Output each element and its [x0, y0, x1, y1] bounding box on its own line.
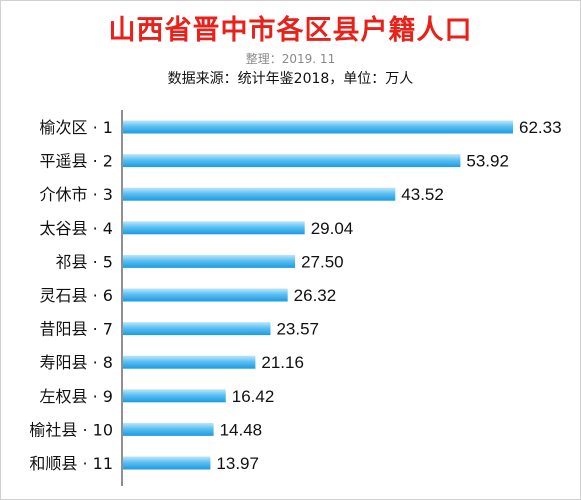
value-label: 23.57	[276, 320, 319, 339]
category-label: 介休市 · 3	[40, 185, 113, 204]
category-label: 平遥县 · 2	[40, 152, 113, 171]
bar	[123, 456, 211, 470]
category-label: 祁县 · 5	[56, 252, 113, 271]
bar	[123, 288, 288, 302]
value-label: 29.04	[311, 219, 354, 238]
chart-compiled-date: 整理：2019. 11	[245, 52, 336, 66]
bar	[123, 355, 256, 369]
bar	[123, 120, 513, 134]
value-label: 16.42	[232, 387, 275, 406]
value-label: 27.50	[301, 252, 344, 271]
category-label: 榆次区 · 1	[40, 118, 113, 137]
bar	[123, 322, 271, 336]
value-label: 26.32	[294, 286, 337, 305]
category-label: 灵石县 · 6	[40, 286, 113, 305]
bar	[123, 221, 305, 235]
value-label: 13.97	[216, 454, 259, 473]
value-label: 14.48	[220, 420, 263, 439]
category-label: 寿阳县 · 8	[40, 353, 113, 372]
bar	[123, 154, 461, 168]
bar	[123, 187, 396, 201]
category-label: 昔阳县 · 7	[40, 320, 113, 339]
value-label: 21.16	[261, 353, 304, 372]
bar	[123, 254, 296, 268]
bar	[123, 389, 226, 403]
value-label: 43.52	[401, 185, 444, 204]
chart-data-source: 数据来源：统计年鉴2018，单位：万人	[167, 71, 414, 87]
category-label: 太谷县 · 4	[40, 219, 113, 238]
chart-title: 山西省晋中市各区县户籍人口	[108, 15, 473, 46]
bar	[123, 422, 214, 436]
value-label: 62.33	[519, 118, 562, 137]
value-label: 53.92	[466, 152, 509, 171]
category-label: 左权县 · 9	[40, 387, 113, 406]
category-label: 和顺县 · 11	[29, 454, 113, 473]
category-label: 榆社县 · 10	[29, 420, 113, 439]
